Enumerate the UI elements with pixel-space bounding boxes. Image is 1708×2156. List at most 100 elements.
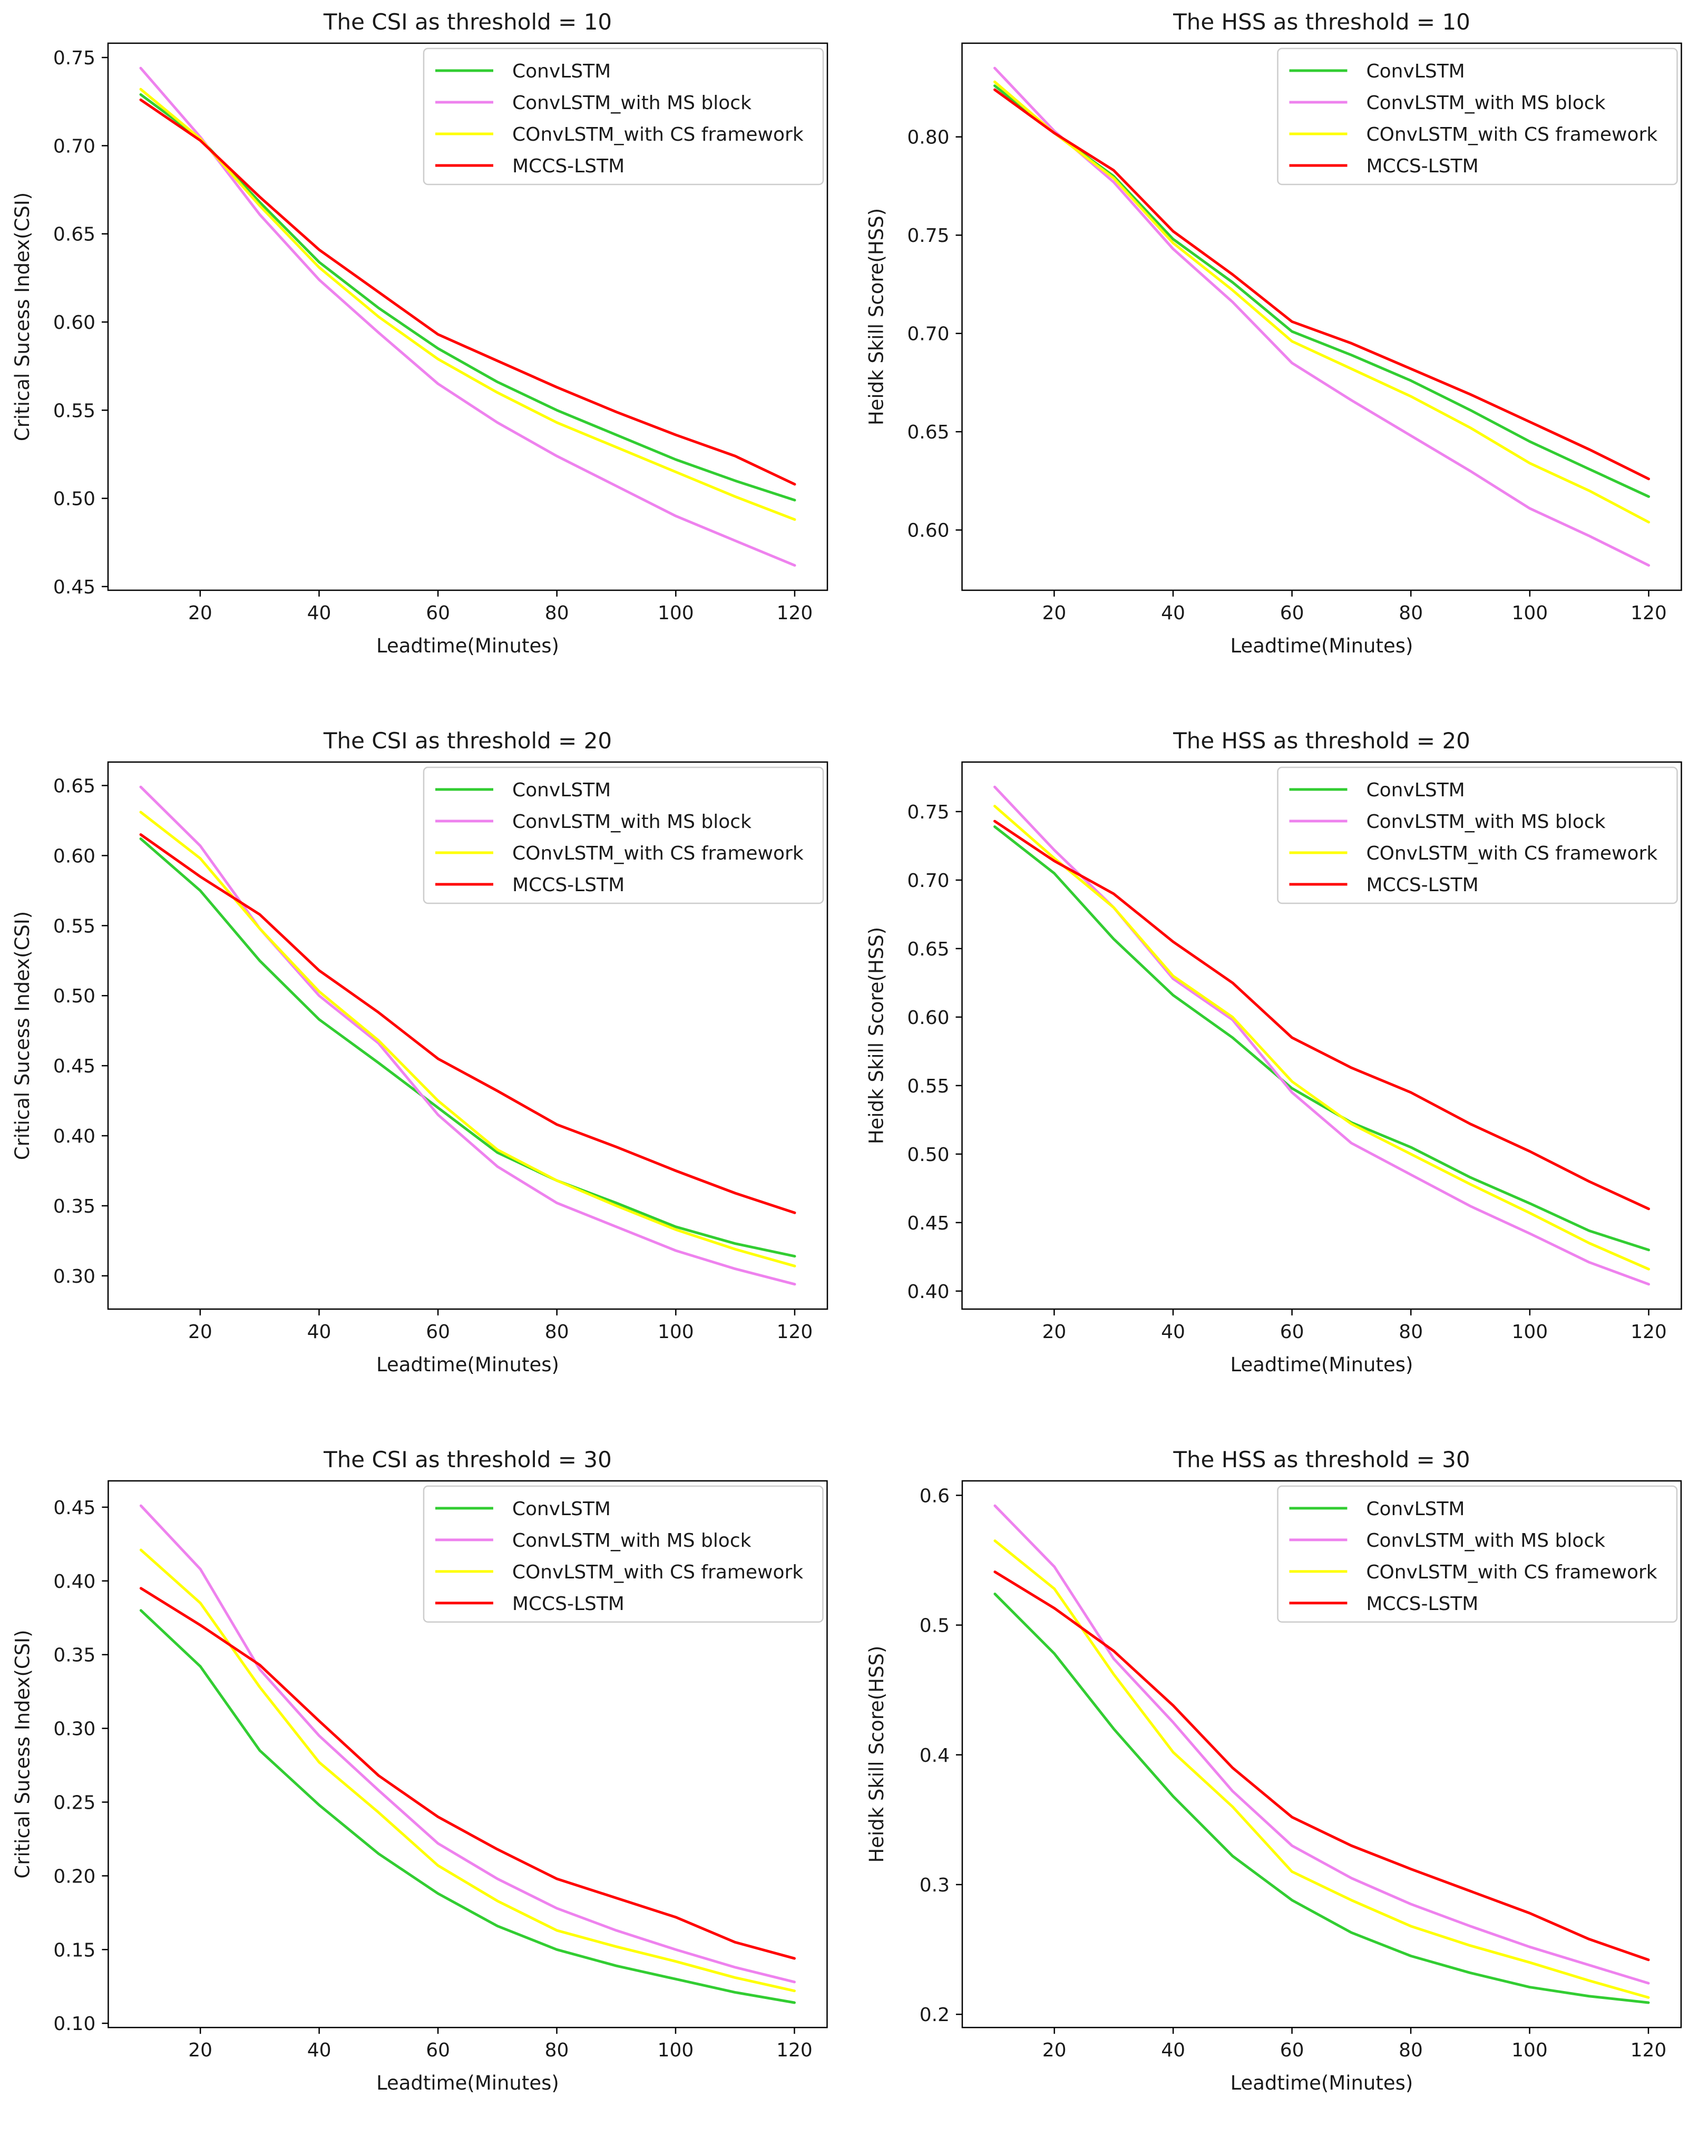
chart-csi-threshold-30: The CSI as threshold = 30 Leadtime(Minute… <box>12 1447 828 2094</box>
legend-box <box>1277 1485 1678 1623</box>
y-tick-label: 0.45 <box>53 1497 95 1519</box>
legend-label: MCCS-LSTM <box>512 155 624 177</box>
x-tick-label: 120 <box>1631 602 1667 624</box>
chart-hss-threshold-10: The HSS as threshold = 10 Leadtime(Minute… <box>865 9 1682 657</box>
legend-box <box>1277 766 1678 904</box>
axes-spines <box>108 1480 828 2028</box>
legend-label: MCCS-LSTM <box>1366 1593 1478 1615</box>
x-tick-label: 40 <box>307 602 331 624</box>
x-tick-label: 60 <box>1280 1321 1304 1343</box>
x-tick-label: 60 <box>1280 602 1304 624</box>
legend-label: ConvLSTM <box>512 1498 611 1520</box>
series-line-convlstm-with-ms-block <box>139 1504 796 1984</box>
x-tick-label: 20 <box>188 2040 212 2061</box>
chart-csi-threshold-10: The CSI as threshold = 10 Leadtime(Minute… <box>11 9 828 657</box>
legend-box <box>423 1485 824 1623</box>
legend-label: MCCS-LSTM <box>1367 155 1479 177</box>
x-tick-label: 80 <box>545 2040 569 2061</box>
x-tick-label: 20 <box>188 602 212 624</box>
legend-label: ConvLSTM_with MS block <box>1367 92 1606 114</box>
legend-label: ConvLSTM <box>1367 61 1465 82</box>
y-tick-label: 0.60 <box>53 312 95 334</box>
x-axis-label: Leadtime(Minutes) <box>376 1353 559 1376</box>
series-line-convlstm-with-ms-block <box>139 66 796 567</box>
legend-label: ConvLSTM_with MS block <box>512 92 751 114</box>
series-line-convlstm-with-cs-framework <box>993 1539 1650 1999</box>
x-axis-label: Leadtime(Minutes) <box>1230 635 1413 657</box>
series-line-mccs-lstm <box>993 1570 1650 1962</box>
axes-spines <box>107 42 828 591</box>
legend-label: MCCS-LSTM <box>1367 874 1479 896</box>
axes-spines <box>961 761 1682 1310</box>
legend-label: COnvLSTM_with CS framework <box>1366 1562 1657 1583</box>
y-tick-label: 0.30 <box>53 1719 95 1740</box>
x-tick-label: 80 <box>545 1321 569 1343</box>
legend-label: ConvLSTM <box>1366 1498 1465 1520</box>
y-tick-label: 0.40 <box>53 1126 95 1147</box>
y-tick-label: 0.70 <box>907 870 949 892</box>
series-line-mccs-lstm <box>993 88 1650 481</box>
x-tick-label: 40 <box>1161 2040 1185 2061</box>
x-tick-label: 60 <box>426 2040 450 2061</box>
x-tick-label: 80 <box>1399 602 1423 624</box>
series-line-convlstm <box>139 1609 796 2004</box>
y-tick-label: 0.70 <box>53 135 95 157</box>
x-tick-label: 100 <box>658 2040 694 2061</box>
y-tick-label: 0.65 <box>907 939 949 960</box>
x-tick-label: 20 <box>188 1321 212 1343</box>
x-tick-label: 120 <box>777 602 813 624</box>
x-tick-label: 20 <box>1042 1321 1066 1343</box>
x-tick-label: 100 <box>1511 1321 1548 1343</box>
legend-label: ConvLSTM_with MS block <box>512 811 751 833</box>
legend-label: COnvLSTM_with CS framework <box>512 124 804 145</box>
y-tick-label: 0.4 <box>920 1745 950 1767</box>
y-axis-label: Critical Sucess Index(CSI) <box>11 911 34 1160</box>
y-tick-label: 0.45 <box>53 577 95 598</box>
y-tick-label: 0.40 <box>53 1571 95 1593</box>
legend-box <box>423 766 824 904</box>
legend-label: ConvLSTM_with MS block <box>512 1530 751 1552</box>
series-line-mccs-lstm <box>993 820 1650 1211</box>
series-line-convlstm <box>993 825 1650 1252</box>
series-line-convlstm-with-ms-block <box>993 66 1650 567</box>
x-tick-label: 100 <box>1511 602 1548 624</box>
x-tick-label: 20 <box>1042 2040 1067 2061</box>
series-line-mccs-lstm <box>139 833 796 1214</box>
y-tick-label: 0.15 <box>53 1939 95 1961</box>
y-tick-label: 0.70 <box>907 324 949 345</box>
x-axis-label: Leadtime(Minutes) <box>1231 2072 1413 2094</box>
y-tick-label: 0.75 <box>907 802 949 823</box>
series-line-convlstm <box>139 837 796 1258</box>
y-tick-label: 0.55 <box>53 915 95 937</box>
chart-title: The HSS as threshold = 30 <box>1173 1447 1470 1472</box>
y-tick-label: 0.5 <box>920 1615 950 1637</box>
legend-label: ConvLSTM <box>1367 779 1465 801</box>
chart-title: The CSI as threshold = 30 <box>323 1447 612 1472</box>
y-tick-label: 0.50 <box>53 986 95 1007</box>
y-axis-label: Heidk Skill Score(HSS) <box>865 927 888 1144</box>
x-tick-label: 100 <box>1511 2040 1548 2061</box>
x-tick-label: 120 <box>1631 1321 1667 1343</box>
series-line-convlstm <box>139 93 796 502</box>
y-tick-label: 0.20 <box>53 1866 95 1887</box>
subplot-csi-threshold-10: The CSI as threshold = 10 Leadtime(Minute… <box>0 0 854 719</box>
y-axis-label: Critical Sucess Index(CSI) <box>11 192 34 442</box>
y-tick-label: 0.60 <box>907 1007 949 1029</box>
y-tick-label: 0.50 <box>907 1144 949 1166</box>
legend-box <box>1277 47 1678 186</box>
chart-title: The CSI as threshold = 20 <box>323 728 612 754</box>
series-line-convlstm-with-cs-framework <box>139 1548 796 1993</box>
legend-label: ConvLSTM <box>512 779 611 801</box>
legend-label: COnvLSTM_with CS framework <box>1367 843 1658 864</box>
x-tick-label: 60 <box>1280 2040 1304 2061</box>
x-tick-label: 40 <box>1161 602 1185 624</box>
x-axis-label: Leadtime(Minutes) <box>1230 1353 1413 1376</box>
x-tick-label: 40 <box>307 2040 331 2061</box>
legend-box <box>423 47 824 186</box>
series-line-convlstm-with-cs-framework <box>139 87 796 521</box>
y-tick-label: 0.2 <box>920 2004 950 2026</box>
y-tick-label: 0.75 <box>53 47 95 69</box>
x-tick-label: 60 <box>426 1321 450 1343</box>
y-tick-label: 0.45 <box>907 1213 949 1234</box>
legend-label: COnvLSTM_with CS framework <box>512 843 804 864</box>
